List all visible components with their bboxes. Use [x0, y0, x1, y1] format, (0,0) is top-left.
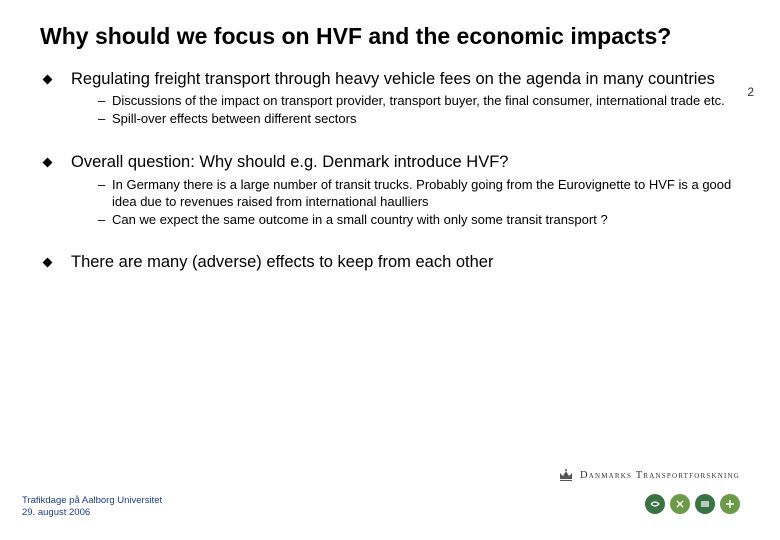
sub-item: – In Germany there is a large number of …: [98, 177, 740, 211]
crown-icon: [558, 468, 574, 482]
dash-icon: –: [98, 177, 112, 194]
footer-line-2: 29. august 2006: [22, 507, 162, 518]
footer-icon-3: [695, 494, 715, 514]
content-area: Regulating freight transport through hea…: [40, 69, 740, 273]
footer-icon-2: [670, 494, 690, 514]
sub-text: Discussions of the impact on transport p…: [112, 93, 725, 110]
diamond-bullet-icon: [43, 258, 53, 268]
sub-text: Can we expect the same outcome in a smal…: [112, 212, 608, 229]
diamond-bullet-icon: [43, 74, 53, 84]
footer-icons: [645, 494, 740, 514]
bullet-text: There are many (adverse) effects to keep…: [71, 252, 493, 273]
sub-item: – Spill-over effects between different s…: [98, 111, 740, 128]
diamond-bullet-icon: [43, 158, 53, 168]
bullet-item: Overall question: Why should e.g. Denmar…: [44, 152, 740, 173]
dash-icon: –: [98, 212, 112, 229]
sub-item: – Can we expect the same outcome in a sm…: [98, 212, 740, 229]
page-number: 2: [747, 85, 754, 99]
sub-list: – In Germany there is a large number of …: [98, 177, 740, 229]
slide-title: Why should we focus on HVF and the econo…: [40, 22, 740, 51]
bullet-item: There are many (adverse) effects to keep…: [44, 252, 740, 273]
sub-text: In Germany there is a large number of tr…: [112, 177, 740, 211]
bullet-text: Regulating freight transport through hea…: [71, 69, 715, 90]
footer: Trafikdage på Aalborg Universitet 29. au…: [22, 495, 162, 518]
dash-icon: –: [98, 93, 112, 110]
brand-text: Danmarks Transportforskning: [580, 470, 740, 481]
bullet-item: Regulating freight transport through hea…: [44, 69, 740, 90]
brand-logo: Danmarks Transportforskning: [558, 468, 740, 482]
dash-icon: –: [98, 111, 112, 128]
slide: Why should we focus on HVF and the econo…: [0, 0, 780, 540]
sub-list: – Discussions of the impact on transport…: [98, 93, 740, 128]
sub-text: Spill-over effects between different sec…: [112, 111, 356, 128]
footer-icon-1: [645, 494, 665, 514]
footer-line-1: Trafikdage på Aalborg Universitet: [22, 495, 162, 506]
bullet-text: Overall question: Why should e.g. Denmar…: [71, 152, 508, 173]
footer-icon-4: [720, 494, 740, 514]
sub-item: – Discussions of the impact on transport…: [98, 93, 740, 110]
